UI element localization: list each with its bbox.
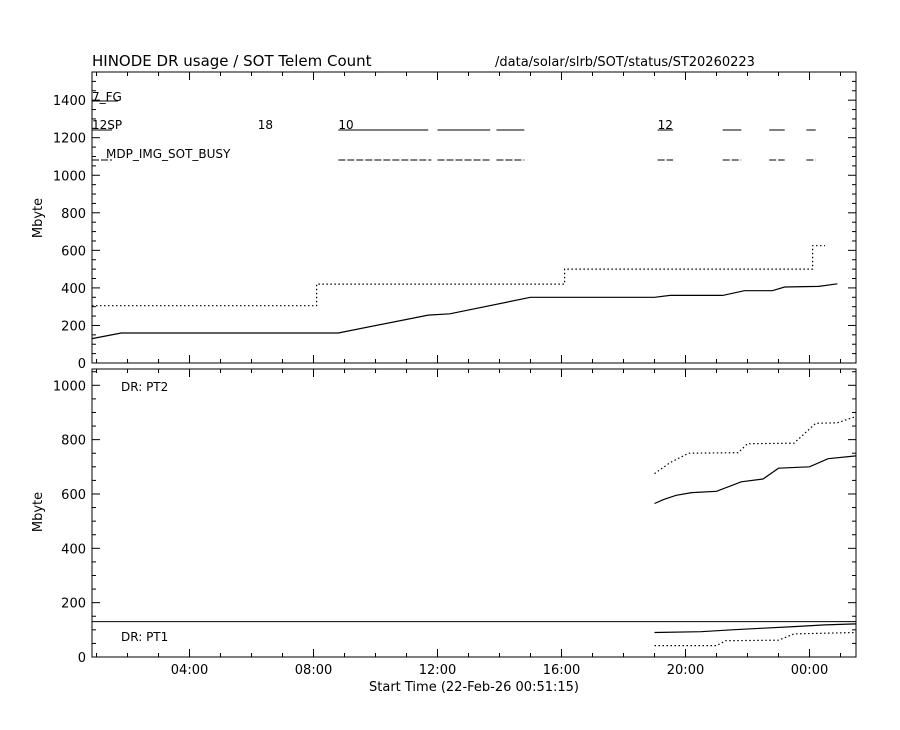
y-tick-label: 1400 (53, 94, 86, 109)
x-tick-label: 04:00 (171, 663, 208, 678)
y-tick-label: 0 (78, 651, 86, 666)
busy-row-label: MDP_IMG_SOT_BUSY (106, 147, 231, 161)
bottom-x-axis: 04:00 08:00 12:00 16:00 20:00 00:00 (96, 369, 842, 678)
bottom-series-dotted-line (654, 631, 857, 647)
sp-count-label: 10 (338, 118, 353, 132)
y-tick-label: 400 (61, 542, 86, 557)
pt1-label: DR: PT1 (121, 630, 168, 644)
x-tick-label: 08:00 (295, 663, 332, 678)
y-tick-label: 800 (61, 434, 86, 449)
top-y-axis: 0 200 400 600 800 1000 1200 1400 (53, 71, 856, 372)
y-tick-label: 600 (61, 244, 86, 259)
top-series-dotted-line (92, 245, 825, 307)
pt2-label: DR: PT2 (121, 380, 168, 394)
bottom-panel-frame (91, 368, 857, 658)
y-tick-label: 1200 (53, 132, 86, 147)
y-tick-label: 800 (61, 207, 86, 222)
bottom-y-axis: 0 200 400 600 800 1000 (53, 371, 856, 666)
y-tick-label: 200 (61, 319, 86, 334)
top-series (91, 245, 838, 340)
y-tick-label: 1000 (53, 379, 86, 394)
x-tick-label: 16:00 (543, 663, 580, 678)
y-tick-label: 600 (61, 488, 86, 503)
bottom-series (92, 415, 857, 647)
y-tick-label: 1000 (53, 169, 86, 184)
y-tick-label: 400 (61, 282, 86, 297)
bottom-series-solid-line (654, 623, 857, 634)
top-panel-frame (91, 71, 857, 364)
y-tick-label: 0 (78, 357, 86, 372)
top-x-axis (96, 72, 842, 363)
sp-count-label: 12 (658, 118, 673, 132)
fg-row-label: 7_FG (92, 90, 122, 104)
x-tick-label: 20:00 (667, 663, 704, 678)
x-tick-label: 12:00 (419, 663, 456, 678)
top-y-axis-label: Mbyte (31, 198, 46, 238)
top-series-solid-line (91, 283, 838, 340)
bottom-series-solid-line (654, 455, 857, 505)
status-file-path: /data/solar/slrb/SOT/status/ST20260223 (495, 55, 755, 70)
sp-row-label: 12SP (92, 118, 122, 132)
x-axis-label: Start Time (22-Feb-26 00:51:15) (369, 680, 579, 695)
bottom-y-axis-label: Mbyte (31, 492, 46, 532)
y-tick-label: 200 (61, 597, 86, 612)
activity-segments (92, 100, 816, 161)
x-tick-label: 00:00 (791, 663, 828, 678)
bottom-series-dotted-line (654, 415, 857, 475)
chart-title: HINODE DR usage / SOT Telem Count (92, 52, 372, 70)
sp-count-label: 18 (258, 118, 273, 132)
